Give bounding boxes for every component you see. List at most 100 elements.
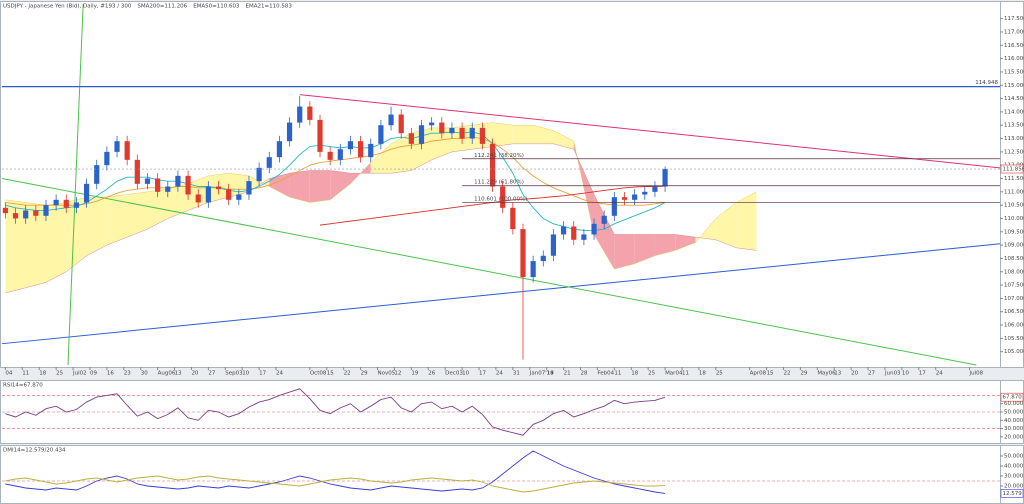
x-tick-label: Nov05 <box>378 371 396 377</box>
y-tick-label: 50.000 <box>1004 454 1024 460</box>
current-value-tag <box>1000 392 1024 402</box>
candle-body <box>53 199 59 206</box>
cloud-segment <box>167 183 189 219</box>
trendline <box>1 178 977 366</box>
x-tick-label: 13 <box>834 371 841 377</box>
candle-body <box>307 106 313 120</box>
last-price-tag <box>1000 164 1024 174</box>
pane-title: DMI14=12.579/20.434 <box>3 448 66 454</box>
candle-body <box>286 122 293 142</box>
x-tick-label: 22 <box>783 371 790 377</box>
y-tick-label: 107.000 <box>1004 296 1024 302</box>
cloud-segment <box>269 173 290 198</box>
x-tick-label: 27 <box>868 371 875 377</box>
cloud-segment <box>715 202 737 248</box>
candle-body <box>378 125 384 144</box>
cloud-segment <box>594 194 615 270</box>
x-tick-label: 23 <box>124 371 131 377</box>
x-tick-label: 17 <box>919 371 926 377</box>
cloud-segment <box>391 133 412 174</box>
candle-body <box>550 234 557 256</box>
plot-area <box>2 388 1000 436</box>
y-tick-label: 117.500 <box>1004 16 1024 22</box>
candle-body <box>581 234 587 240</box>
candle-body <box>236 194 242 200</box>
candle-body <box>662 169 668 187</box>
candle-body <box>12 213 19 219</box>
cloud-segment <box>492 122 513 147</box>
candle-body <box>571 226 577 240</box>
x-tick-label: Mar04 <box>665 371 683 377</box>
x-tick-label: Oct08 <box>310 371 327 377</box>
candle-body <box>134 159 140 184</box>
x-tick-label: Aug06 <box>158 371 176 377</box>
indicator-line <box>5 450 666 494</box>
x-tick-label: 25 <box>716 371 723 377</box>
x-tick-label: 29 <box>361 371 368 377</box>
y-tick-label: 115.500 <box>1004 69 1024 75</box>
y-tick-label: 113.000 <box>1004 136 1024 142</box>
y-tick-label: 111.000 <box>1004 189 1024 195</box>
cloud-segment <box>654 234 676 256</box>
candle-body <box>165 186 171 192</box>
indicator-line <box>5 388 666 436</box>
indicator-line <box>5 475 666 493</box>
x-tick-label: 24 <box>276 371 283 377</box>
cloud-segment <box>45 202 67 283</box>
fib-label: 111.229 (61.80%) <box>474 180 524 186</box>
y-tick-label: 40.000 <box>1004 418 1024 424</box>
candle-body <box>540 255 546 262</box>
cloud-segment <box>289 170 310 203</box>
fib-label: 112.241 (38.20%) <box>474 153 524 159</box>
y-tick-label: 114.500 <box>1004 96 1024 102</box>
pane-title: RSI14=67.870 <box>3 383 43 389</box>
y-tick-label: 109.000 <box>1004 243 1024 249</box>
cloud-segment <box>634 234 655 264</box>
x-tick-label: Jul08 <box>969 371 984 377</box>
candle-body <box>337 149 343 160</box>
candle-body <box>358 141 364 158</box>
y-tick-label: 111.500 <box>1004 176 1024 182</box>
candle-body <box>226 189 232 200</box>
cloud-segment <box>86 197 107 256</box>
x-tick-label: 25 <box>56 371 63 377</box>
x-tick-label: 17 <box>259 371 266 377</box>
x-tick-label: Jul02 <box>72 371 87 377</box>
y-tick-label: 20.000 <box>1004 484 1024 490</box>
y-tick-label: 50.000 <box>1004 410 1024 416</box>
candle-body <box>388 114 394 126</box>
y-tick-label: 110.500 <box>1004 203 1024 209</box>
fib-label: 110.601 (100.00%) <box>474 196 527 202</box>
y-tick-label: 117.000 <box>1004 29 1024 35</box>
y-tick-label: 30.000 <box>1004 426 1024 432</box>
y-tick-label: 108.000 <box>1004 269 1024 275</box>
cloud-segment <box>431 127 452 160</box>
candle-body <box>479 127 485 144</box>
x-tick-label: 29 <box>800 371 807 377</box>
x-tick-label: Sep03 <box>225 371 243 377</box>
plot-area <box>1 3 1000 366</box>
candle-body <box>144 178 151 184</box>
candle-body <box>2 207 8 214</box>
candle-body <box>83 183 90 203</box>
x-tick-label: 18 <box>699 371 706 377</box>
y-tick-label: 112.500 <box>1004 149 1024 155</box>
candle-body <box>94 165 100 184</box>
y-tick-label: 109.500 <box>1004 229 1024 235</box>
candle-body <box>449 127 455 134</box>
candle-body <box>418 125 425 144</box>
y-tick-label: 106.500 <box>1004 309 1024 315</box>
trendline <box>1 243 1000 345</box>
candle-body <box>195 194 201 203</box>
candle-body <box>155 178 161 192</box>
candle-body <box>124 141 130 160</box>
x-tick-label: 11 <box>682 371 689 377</box>
candle-body <box>642 191 648 195</box>
candle-body <box>185 175 191 195</box>
x-tick-label: 17 <box>479 371 486 377</box>
pane <box>0 445 1024 504</box>
candle-body <box>398 114 404 134</box>
candle-body <box>489 143 496 187</box>
